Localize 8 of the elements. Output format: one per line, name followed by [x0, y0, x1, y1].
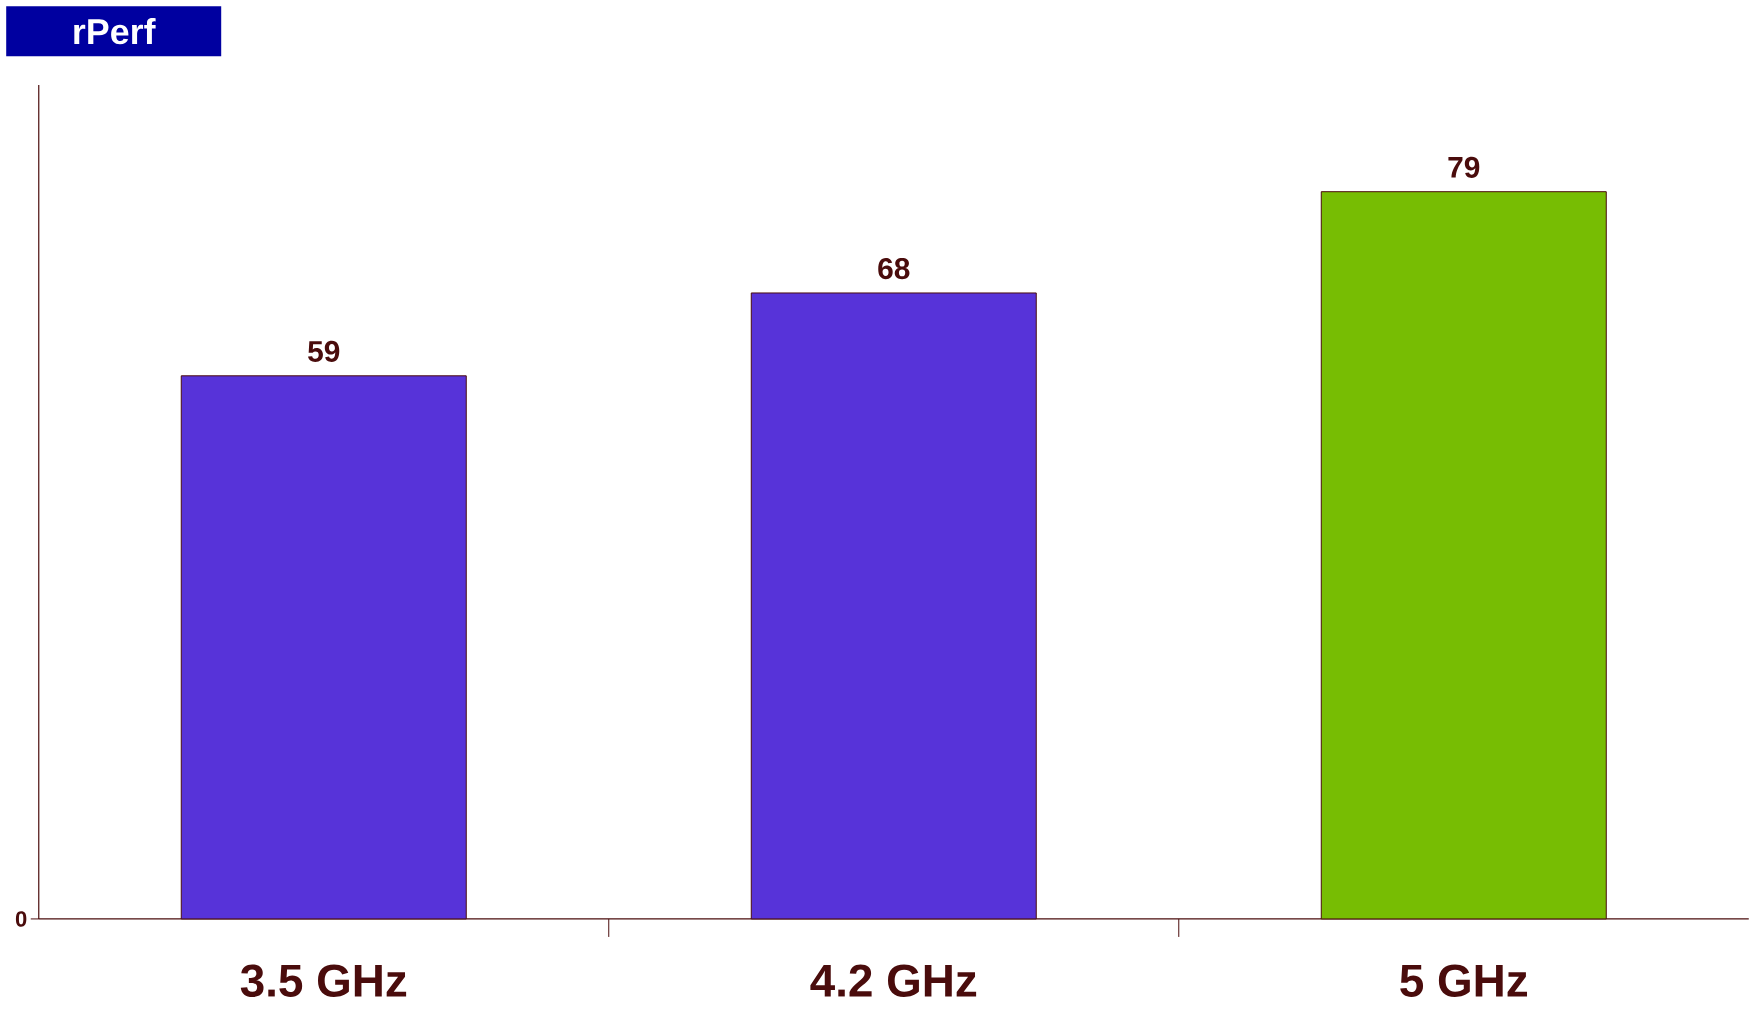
data-label: 68 — [878, 257, 910, 280]
x-tick-label: 5 GHz — [1400, 964, 1528, 997]
text: 0 — [15, 911, 27, 927]
chart-title: rPerf — [74, 18, 156, 45]
data-label: 59 — [308, 340, 340, 362]
x-tick-label: 4.2 GHz — [810, 964, 977, 997]
x-tick-label: 3.5 GHz — [240, 964, 407, 997]
data-label: 79 — [1448, 156, 1480, 178]
